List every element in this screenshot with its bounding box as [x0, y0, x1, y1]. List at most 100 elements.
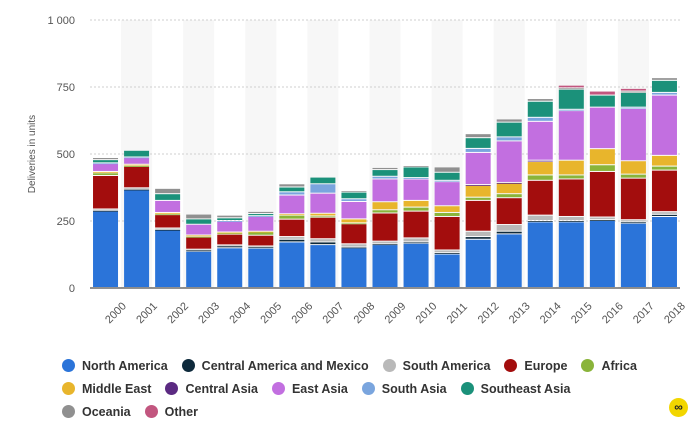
bar-segment-central-america-and-mexico[interactable] [558, 221, 584, 222]
bar-segment-middle-east[interactable] [651, 155, 677, 166]
bar-segment-east-asia[interactable] [527, 121, 553, 160]
legend-item[interactable]: Southeast Asia [460, 377, 570, 400]
bar-stack-2018[interactable] [651, 78, 677, 287]
bar-segment-south-asia[interactable] [279, 192, 305, 195]
bar-segment-africa[interactable] [248, 232, 274, 235]
bar-segment-europe[interactable] [155, 215, 181, 228]
bar-segment-east-asia[interactable] [403, 179, 429, 200]
bar-segment-middle-east[interactable] [341, 219, 367, 223]
bar-segment-east-asia[interactable] [217, 221, 243, 232]
bar-segment-europe[interactable] [124, 166, 150, 188]
bar-segment-southeast-asia[interactable] [372, 170, 398, 176]
legend-item[interactable]: Central America and Mexico [181, 354, 369, 377]
bar-stack-2004[interactable] [217, 215, 243, 287]
bar-segment-south-america[interactable] [372, 241, 398, 244]
bar-segment-africa[interactable] [372, 210, 398, 213]
legend-item[interactable]: Central Asia [165, 377, 258, 400]
bar-segment-southeast-asia[interactable] [527, 101, 553, 117]
bar-segment-europe[interactable] [496, 198, 522, 225]
bar-segment-southeast-asia[interactable] [496, 122, 522, 137]
bar-segment-south-asia[interactable] [527, 117, 553, 121]
bar-segment-south-america[interactable] [434, 250, 460, 253]
bar-segment-oceania[interactable] [465, 134, 491, 138]
bar-segment-north-america[interactable] [124, 190, 150, 287]
legend-item[interactable]: Middle East [62, 377, 151, 400]
bar-segment-east-asia[interactable] [279, 195, 305, 214]
bar-stack-2001[interactable] [124, 150, 150, 287]
bar-segment-east-asia[interactable] [341, 201, 367, 219]
bar-segment-middle-east[interactable] [124, 164, 150, 166]
bar-segment-europe[interactable] [465, 200, 491, 231]
bar-segment-south-america[interactable] [496, 225, 522, 231]
bar-segment-middle-east[interactable] [93, 171, 119, 173]
bar-segment-middle-east[interactable] [465, 185, 491, 197]
bar-stack-2008[interactable] [341, 191, 367, 287]
bar-segment-central-asia[interactable] [496, 182, 522, 184]
bar-segment-africa[interactable] [124, 166, 150, 167]
bar-segment-south-america[interactable] [527, 215, 553, 220]
bar-segment-oceania[interactable] [434, 167, 460, 172]
bar-segment-middle-east[interactable] [248, 231, 274, 233]
bar-stack-2013[interactable] [496, 119, 522, 287]
bar-segment-east-asia[interactable] [93, 163, 119, 171]
bar-segment-south-asia[interactable] [93, 163, 119, 165]
bar-segment-central-america-and-mexico[interactable] [403, 242, 429, 244]
bar-segment-east-asia[interactable] [651, 95, 677, 155]
bar-segment-africa[interactable] [403, 207, 429, 211]
bar-segment-central-asia[interactable] [465, 185, 491, 186]
bar-segment-central-america-and-mexico[interactable] [620, 222, 646, 224]
bar-segment-south-america[interactable] [465, 231, 491, 237]
bar-segment-north-america[interactable] [527, 222, 553, 287]
bar-segment-east-asia[interactable] [558, 111, 584, 160]
bar-segment-east-asia[interactable] [310, 193, 336, 213]
bar-segment-central-america-and-mexico[interactable] [589, 220, 615, 221]
bar-segment-middle-east[interactable] [527, 162, 553, 175]
bar-segment-middle-east[interactable] [186, 235, 212, 237]
bar-segment-central-america-and-mexico[interactable] [527, 221, 553, 222]
bar-stack-2010[interactable] [403, 166, 429, 287]
bar-segment-oceania[interactable] [248, 211, 274, 214]
bar-stack-2006[interactable] [279, 184, 305, 287]
bar-segment-north-america[interactable] [341, 248, 367, 287]
bar-segment-north-america[interactable] [651, 216, 677, 287]
bar-segment-europe[interactable] [403, 211, 429, 238]
bar-segment-southeast-asia[interactable] [310, 177, 336, 184]
bar-stack-2002[interactable] [155, 188, 181, 287]
bar-segment-south-asia[interactable] [620, 107, 646, 109]
bar-segment-south-america[interactable] [341, 244, 367, 247]
bar-segment-east-asia[interactable] [124, 158, 150, 164]
bar-segment-africa[interactable] [310, 216, 336, 218]
bar-segment-south-america[interactable] [279, 237, 305, 239]
bar-segment-north-america[interactable] [217, 248, 243, 287]
bar-segment-other[interactable] [558, 85, 584, 88]
bar-segment-south-asia[interactable] [217, 221, 243, 222]
bar-segment-southeast-asia[interactable] [155, 194, 181, 200]
legend-item[interactable]: Europe [504, 354, 567, 377]
bar-segment-east-asia[interactable] [620, 108, 646, 161]
bar-segment-south-asia[interactable] [310, 184, 336, 193]
bar-stack-2003[interactable] [186, 214, 212, 287]
bar-segment-southeast-asia[interactable] [279, 187, 305, 192]
bar-segment-oceania[interactable] [155, 188, 181, 194]
legend-item[interactable]: East Asia [271, 377, 348, 400]
bar-segment-south-america[interactable] [248, 246, 274, 248]
bar-segment-south-asia[interactable] [248, 216, 274, 217]
statista-logo-icon[interactable]: ∞ [669, 398, 688, 417]
bar-segment-central-america-and-mexico[interactable] [465, 237, 491, 239]
bar-segment-middle-east[interactable] [589, 149, 615, 165]
bar-segment-north-america[interactable] [558, 222, 584, 287]
bar-segment-south-america[interactable] [155, 228, 181, 230]
bar-stack-2016[interactable] [589, 91, 615, 287]
bar-segment-southeast-asia[interactable] [341, 192, 367, 199]
bar-segment-europe[interactable] [651, 170, 677, 212]
bar-segment-central-america-and-mexico[interactable] [310, 242, 336, 245]
bar-segment-oceania[interactable] [403, 166, 429, 167]
bar-segment-southeast-asia[interactable] [558, 89, 584, 109]
bar-segment-north-america[interactable] [496, 234, 522, 287]
bar-segment-africa[interactable] [186, 236, 212, 238]
bar-segment-africa[interactable] [589, 165, 615, 171]
bar-segment-oceania[interactable] [651, 78, 677, 80]
bar-segment-southeast-asia[interactable] [93, 160, 119, 163]
bar-segment-south-america[interactable] [310, 239, 336, 242]
bar-segment-africa[interactable] [527, 175, 553, 180]
